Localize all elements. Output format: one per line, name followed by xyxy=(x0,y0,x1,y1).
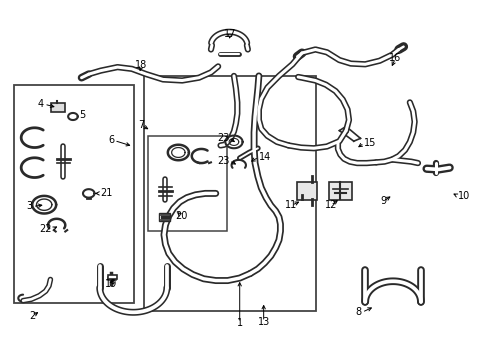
Bar xyxy=(147,136,226,231)
FancyBboxPatch shape xyxy=(51,103,64,112)
Text: 7: 7 xyxy=(138,120,144,130)
Text: 21: 21 xyxy=(100,188,112,198)
Text: 13: 13 xyxy=(257,317,269,327)
Text: 4: 4 xyxy=(38,99,44,109)
Text: 2: 2 xyxy=(29,311,36,321)
FancyBboxPatch shape xyxy=(159,213,170,221)
Text: 20: 20 xyxy=(175,211,187,221)
Text: 15: 15 xyxy=(364,138,376,148)
Text: 22: 22 xyxy=(39,224,52,234)
Text: 3: 3 xyxy=(26,202,33,211)
Text: 8: 8 xyxy=(355,307,361,317)
FancyBboxPatch shape xyxy=(297,182,317,200)
Text: 11: 11 xyxy=(285,201,297,210)
Text: 17: 17 xyxy=(224,28,236,39)
Text: 14: 14 xyxy=(258,152,270,162)
Text: 12: 12 xyxy=(324,201,336,210)
Text: 19: 19 xyxy=(105,279,117,289)
Bar xyxy=(108,275,116,279)
Text: 10: 10 xyxy=(457,191,469,201)
Text: 9: 9 xyxy=(380,196,386,206)
Text: 16: 16 xyxy=(388,53,401,63)
Text: 1: 1 xyxy=(236,318,242,328)
Text: 6: 6 xyxy=(108,135,114,145)
Text: 23: 23 xyxy=(216,156,229,166)
Text: 5: 5 xyxy=(79,110,85,120)
Bar xyxy=(14,85,134,303)
FancyBboxPatch shape xyxy=(328,182,351,200)
Bar xyxy=(143,76,316,311)
Text: 23: 23 xyxy=(216,133,229,143)
Text: 18: 18 xyxy=(135,60,147,70)
